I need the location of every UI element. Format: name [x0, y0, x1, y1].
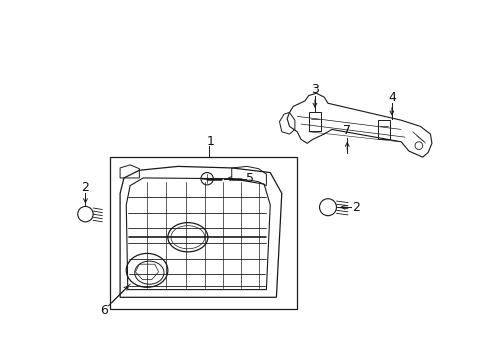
Bar: [110, 157, 297, 309]
Text: 2: 2: [352, 201, 360, 214]
Text: 1: 1: [206, 135, 214, 148]
Text: 5: 5: [246, 172, 254, 185]
Text: 3: 3: [310, 83, 318, 96]
Bar: [308, 112, 321, 131]
Text: 4: 4: [387, 91, 395, 104]
Text: 6: 6: [100, 304, 108, 317]
Text: 2: 2: [81, 181, 89, 194]
Text: 7: 7: [343, 124, 350, 137]
Bar: [377, 120, 389, 139]
